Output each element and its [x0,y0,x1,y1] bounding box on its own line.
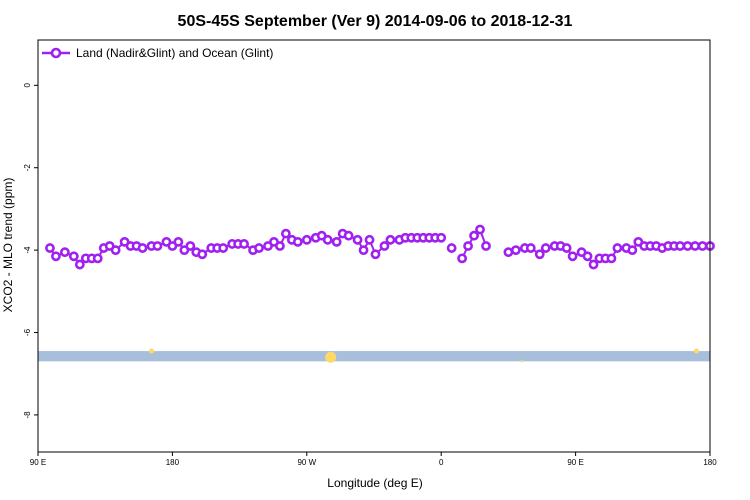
x-tick-label: 180 [166,458,180,467]
data-point [331,236,342,247]
chart-title: 50S-45S September (Ver 9) 2014-09-06 to … [178,13,573,30]
data-point [690,241,700,251]
band-marker [694,348,700,354]
data-point [525,243,536,253]
data-point [370,249,381,260]
data-point [358,245,369,256]
y-tick-label: -4 [23,246,32,254]
data-point [627,245,638,256]
band [38,351,710,362]
data-point [510,245,521,256]
data-point [481,241,491,251]
data-point [137,243,148,253]
y-tick-label: -8 [23,411,32,419]
data-point [280,228,291,239]
data-point [612,243,623,253]
data-point [463,241,473,251]
data-point [301,234,312,245]
y-axis-label: XCO2 - MLO trend (ppm) [1,178,15,313]
data-point [45,243,55,253]
data-point [92,253,103,264]
data-point [582,251,593,262]
data-point [534,249,545,260]
data-point [218,243,229,253]
data-point [567,251,578,262]
data-point [110,245,121,256]
series-layer [45,224,715,270]
data-point [475,224,485,235]
y-tick-label: 0 [23,83,32,88]
data-point [457,253,468,264]
data-point [68,251,79,262]
data-point [275,241,285,251]
data-point [561,243,572,253]
data-point [606,253,617,264]
x-tick-label: 90 E [30,458,46,467]
data-point [379,241,390,251]
data-point [322,234,333,245]
data-point [74,259,85,270]
band-layer [38,348,710,363]
data-point [239,239,249,249]
band-marker [148,348,154,354]
data-point [697,241,708,251]
data-point [152,241,163,251]
y-tick-label: -2 [23,164,32,172]
data-point [173,236,184,247]
data-point [540,243,551,253]
data-point [254,243,264,253]
data-point [588,259,599,270]
x-tick-label: 180 [703,458,717,467]
data-point [51,251,61,262]
data-point [682,241,693,251]
data-point [503,247,514,258]
legend-label: Land (Nadir&Glint) and Ocean (Glint) [76,46,273,60]
x-tick-label: 0 [439,458,444,467]
data-point [343,230,354,241]
plot-frame [37,39,711,453]
axes: 90 E 180 90 W 0 90 E 180 0 -2 -4 -6 -8 [23,39,717,467]
x-tick-label: 90 W [297,458,316,467]
x-axis-label: Longitude (deg E) [327,476,422,490]
y-tick-label: -6 [23,328,32,336]
data-point [675,241,686,251]
band-marker [520,360,524,363]
data-point [292,236,303,247]
data-point [385,234,396,245]
data-point [469,230,479,241]
x-tick-label: 90 E [567,458,583,467]
legend-marker-icon [50,47,62,59]
data-point [352,234,363,245]
band-marker [325,351,337,363]
data-point [446,243,457,253]
data-point [436,232,447,243]
data-point [364,234,375,245]
data-point [185,241,196,251]
data-point [59,247,70,258]
data-point [197,249,208,260]
legend: Land (Nadir&Glint) and Ocean (Glint) [42,46,273,60]
